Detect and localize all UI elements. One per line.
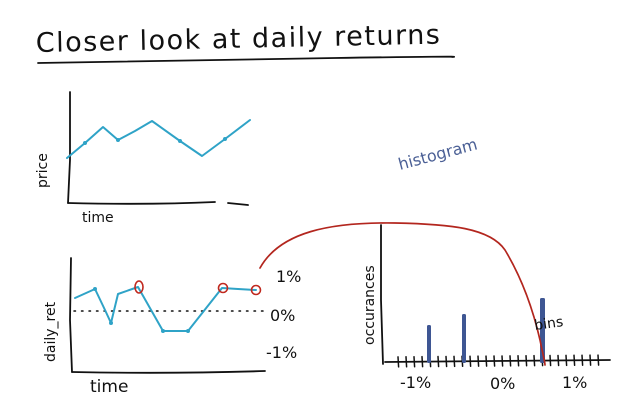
histogram-x-tick [517, 355, 520, 367]
histogram-x-tick [413, 355, 416, 368]
histogram-x-tick [565, 354, 568, 367]
returns-x-label: time [90, 377, 128, 397]
bins-label: bins [533, 314, 564, 334]
price-point [223, 137, 227, 141]
histogram-x-tick [597, 354, 600, 366]
histogram-x-tick [589, 354, 592, 366]
histogram-x-tick [509, 355, 512, 367]
returns-point [93, 287, 97, 291]
histogram-y-axis [380, 224, 384, 365]
price-y-label: price [35, 153, 51, 188]
returns-chart: daily_ret time 1% 0% -1% [43, 257, 301, 397]
price-x-axis [67, 201, 216, 205]
level-label-1pct: 1% [276, 267, 301, 286]
histogram-x-tick [437, 355, 440, 368]
price-chart: price time [35, 91, 251, 226]
histogram-tick-1pct: 1% [562, 373, 587, 392]
histogram-x-tick [485, 355, 488, 367]
page-title: Closer look at daily returns [35, 20, 441, 59]
price-x-axis-extension [227, 202, 249, 206]
price-point [178, 139, 182, 143]
histogram-tick-0pct: 0% [490, 374, 515, 393]
histogram-x-tick [557, 354, 560, 367]
returns-points [93, 287, 190, 333]
histogram-bar [427, 325, 431, 363]
highlight-circle [217, 282, 229, 294]
returns-y-label: daily_ret [43, 301, 59, 362]
histogram-x-tick [573, 354, 576, 367]
price-line [66, 119, 251, 159]
returns-point [109, 321, 113, 325]
connector-curve [259, 222, 546, 366]
histogram-bar [462, 314, 466, 363]
histogram-x-tick [469, 355, 472, 367]
highlight-markers [134, 280, 262, 296]
price-y-axis [67, 91, 71, 204]
price-points [83, 137, 227, 145]
returns-point [186, 329, 190, 333]
histogram-tick-neg-1pct: -1% [400, 373, 431, 392]
histogram-x-axis [384, 359, 611, 363]
histogram-x-tick [493, 355, 496, 367]
histogram-bars [427, 298, 545, 363]
histogram-x-tick [397, 356, 400, 368]
price-point [116, 138, 120, 142]
returns-y-axis [69, 257, 73, 373]
price-point [83, 141, 87, 145]
histogram-x-tick [445, 355, 448, 368]
histogram-x-tick [453, 355, 456, 368]
returns-line [74, 286, 257, 332]
highlight-circle [250, 284, 262, 296]
histogram: histogram occurances bins -1% 0% 1% [259, 135, 611, 393]
level-label-neg-1pct: -1% [266, 343, 297, 362]
histogram-x-tick [581, 354, 584, 366]
histogram-x-tick [549, 354, 552, 367]
histogram-y-label: occurances [362, 265, 378, 345]
histogram-x-tick [405, 356, 408, 368]
level-label-0pct: 0% [270, 306, 295, 325]
histogram-x-tick [477, 355, 480, 367]
histogram-x-tick [525, 354, 528, 367]
histogram-x-tick [533, 354, 536, 367]
highlight-circle [134, 280, 144, 294]
title-underline [37, 55, 455, 64]
histogram-x-tick [421, 355, 424, 368]
histogram-label: histogram [396, 135, 479, 174]
histogram-x-tick [501, 355, 504, 367]
price-x-label: time [82, 210, 114, 226]
returns-x-axis [71, 370, 266, 374]
returns-point [161, 329, 165, 333]
